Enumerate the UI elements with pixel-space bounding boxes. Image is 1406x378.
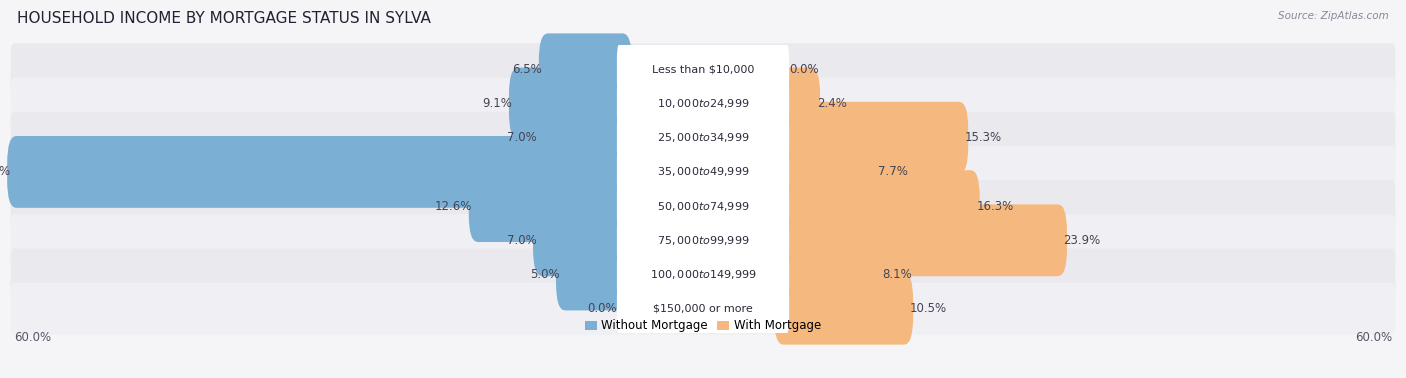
FancyBboxPatch shape [617,212,789,269]
Legend: Without Mortgage, With Mortgage: Without Mortgage, With Mortgage [585,319,821,333]
FancyBboxPatch shape [11,112,1395,164]
Text: $75,000 to $99,999: $75,000 to $99,999 [657,234,749,247]
Text: HOUSEHOLD INCOME BY MORTGAGE STATUS IN SYLVA: HOUSEHOLD INCOME BY MORTGAGE STATUS IN S… [17,11,430,26]
FancyBboxPatch shape [775,204,1067,276]
FancyBboxPatch shape [775,239,886,310]
Text: 9.1%: 9.1% [482,97,512,110]
Text: 16.3%: 16.3% [976,200,1014,212]
FancyBboxPatch shape [775,102,969,174]
FancyBboxPatch shape [617,177,789,235]
Text: $35,000 to $49,999: $35,000 to $49,999 [657,166,749,178]
FancyBboxPatch shape [11,248,1395,301]
FancyBboxPatch shape [617,143,789,201]
Text: 15.3%: 15.3% [965,131,1002,144]
Text: 7.0%: 7.0% [506,234,537,247]
Text: $150,000 or more: $150,000 or more [654,304,752,314]
FancyBboxPatch shape [11,180,1395,232]
FancyBboxPatch shape [533,204,631,276]
Text: 52.8%: 52.8% [0,166,11,178]
FancyBboxPatch shape [617,109,789,166]
Text: $10,000 to $24,999: $10,000 to $24,999 [657,97,749,110]
FancyBboxPatch shape [555,239,631,310]
FancyBboxPatch shape [11,43,1395,95]
Text: 0.0%: 0.0% [789,63,818,76]
FancyBboxPatch shape [509,68,631,139]
FancyBboxPatch shape [11,77,1395,130]
Text: 6.5%: 6.5% [513,63,543,76]
FancyBboxPatch shape [775,273,912,345]
Text: $25,000 to $34,999: $25,000 to $34,999 [657,131,749,144]
FancyBboxPatch shape [775,170,980,242]
Text: 7.0%: 7.0% [506,131,537,144]
FancyBboxPatch shape [775,136,882,208]
FancyBboxPatch shape [538,33,631,105]
FancyBboxPatch shape [11,214,1395,266]
FancyBboxPatch shape [617,246,789,303]
Text: 10.5%: 10.5% [910,302,946,315]
FancyBboxPatch shape [533,102,631,174]
FancyBboxPatch shape [617,40,789,98]
Text: 5.0%: 5.0% [530,268,560,281]
FancyBboxPatch shape [775,68,820,139]
FancyBboxPatch shape [7,136,631,208]
Text: $100,000 to $149,999: $100,000 to $149,999 [650,268,756,281]
Text: 12.6%: 12.6% [434,200,472,212]
Text: 0.0%: 0.0% [588,302,617,315]
Text: 60.0%: 60.0% [1355,331,1392,344]
Text: Source: ZipAtlas.com: Source: ZipAtlas.com [1278,11,1389,21]
FancyBboxPatch shape [468,170,631,242]
Text: 8.1%: 8.1% [882,268,912,281]
Text: Less than $10,000: Less than $10,000 [652,64,754,74]
FancyBboxPatch shape [11,146,1395,198]
Text: 23.9%: 23.9% [1063,234,1101,247]
FancyBboxPatch shape [617,280,789,338]
Text: 60.0%: 60.0% [14,331,51,344]
Text: 7.7%: 7.7% [877,166,907,178]
Text: $50,000 to $74,999: $50,000 to $74,999 [657,200,749,212]
Text: 2.4%: 2.4% [817,97,846,110]
FancyBboxPatch shape [11,283,1395,335]
FancyBboxPatch shape [617,75,789,132]
